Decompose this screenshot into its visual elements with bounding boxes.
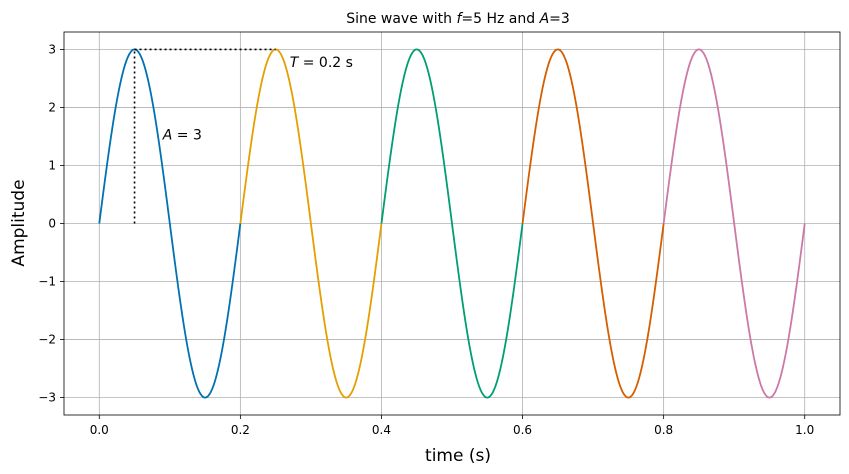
x-tick-label: 0.6 — [513, 423, 532, 437]
y-axis-label: Amplitude — [9, 179, 29, 266]
sine-segment — [98, 48, 242, 399]
y-tick-label: 3 — [48, 42, 56, 56]
series-group — [98, 48, 806, 399]
y-tick-label: 1 — [48, 158, 56, 172]
x-tick-label: 0.8 — [654, 423, 673, 437]
y-tick-label: 0 — [48, 217, 56, 231]
x-tick-label: 1.0 — [795, 423, 814, 437]
amplitude-annotation: A = 3 — [162, 127, 202, 143]
sine-segment — [521, 48, 665, 399]
y-tick-label: −3 — [38, 391, 56, 405]
ticks: 0.0 0.2 0.4 0.6 0.8 1.0 −3 −2 −1 0 1 2 3 — [38, 42, 814, 437]
x-tick-label: 0.2 — [231, 423, 250, 437]
sine-segment — [662, 48, 806, 399]
sine-segment — [239, 48, 383, 399]
x-axis-label: time (s) — [425, 446, 491, 466]
guide-lines — [133, 48, 276, 224]
y-tick-label: −2 — [38, 333, 56, 347]
x-tick-label: 0.4 — [372, 423, 391, 437]
y-tick-label: −1 — [38, 275, 56, 289]
chart-title: Sine wave with f=5 Hz and A=3 — [346, 11, 570, 27]
y-tick-label: 2 — [48, 100, 56, 114]
sine-segment — [380, 48, 524, 399]
period-annotation: T = 0.2 s — [290, 55, 353, 71]
x-tick-label: 0.0 — [90, 423, 109, 437]
